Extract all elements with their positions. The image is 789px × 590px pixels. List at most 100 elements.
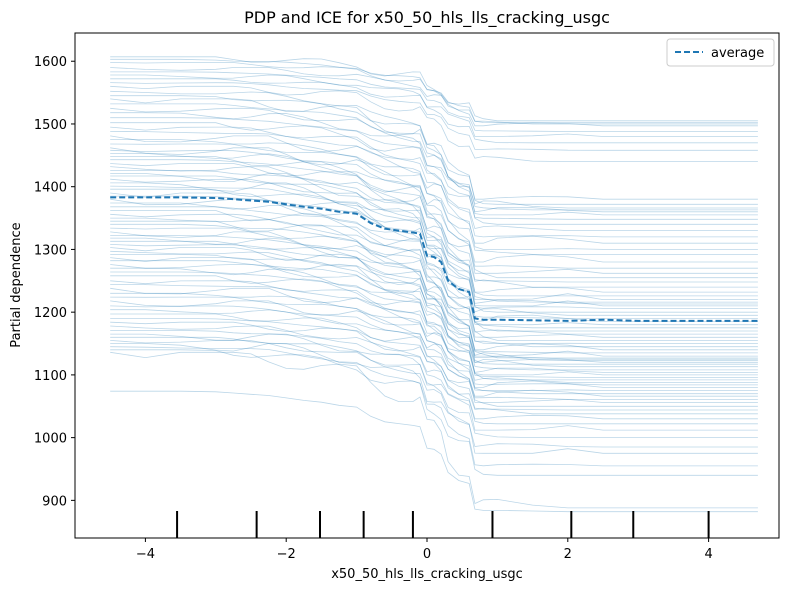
- ice-line: [110, 296, 758, 395]
- ice-line: [110, 325, 758, 420]
- ice-line: [110, 178, 758, 305]
- ice-line: [110, 103, 758, 211]
- ice-line: [110, 343, 758, 454]
- ice-line: [110, 62, 758, 125]
- y-tick-label: 1400: [34, 181, 67, 196]
- y-tick-label: 900: [42, 494, 67, 509]
- ice-line: [110, 107, 758, 213]
- ice-line: [110, 90, 758, 200]
- ice-line: [110, 247, 758, 361]
- x-axis: −4 −2 0 2 4: [136, 538, 713, 562]
- ice-line: [110, 131, 758, 238]
- ice-line: [110, 237, 758, 357]
- ice-line: [110, 58, 758, 124]
- y-axis-label: Partial dependence: [9, 222, 24, 347]
- ice-line: [110, 309, 758, 403]
- x-tick-label: 2: [564, 547, 572, 562]
- ice-line: [110, 250, 758, 363]
- y-tick-label: 1600: [34, 55, 67, 70]
- ice-line: [110, 163, 758, 288]
- ice-line: [110, 188, 758, 313]
- ice-line: [110, 240, 758, 359]
- y-tick-label: 1000: [34, 432, 67, 447]
- ice-line: [110, 253, 758, 365]
- ice-line: [110, 336, 758, 439]
- ice-line: [110, 206, 758, 329]
- ice-line: [110, 231, 758, 351]
- legend-box: [666, 38, 775, 67]
- ice-line: [110, 292, 758, 392]
- ice-line: [110, 156, 758, 279]
- ice-line: [110, 244, 758, 360]
- ice-line: [110, 313, 758, 407]
- ice-line: [110, 173, 758, 301]
- ice-line: [110, 260, 758, 371]
- ice-line: [110, 202, 758, 326]
- ice-line: [110, 305, 758, 400]
- ice-line: [110, 175, 758, 303]
- ice-line: [110, 159, 758, 283]
- ice-line: [110, 213, 758, 335]
- ice-line: [110, 267, 758, 376]
- ice-line: [110, 182, 758, 307]
- ice-line: [110, 98, 758, 209]
- ice-line: [110, 300, 758, 397]
- ice-line: [110, 71, 758, 132]
- ice-line: [110, 390, 758, 513]
- ice-line: [110, 333, 758, 431]
- legend: average: [666, 38, 775, 67]
- legend-average-label: average: [711, 46, 764, 61]
- chart-title: PDP and ICE for x50_50_hls_lls_cracking_…: [244, 8, 610, 28]
- ice-line: [110, 227, 758, 348]
- ice-line: [110, 117, 758, 220]
- x-axis-label: x50_50_hls_lls_cracking_usgc: [331, 567, 523, 582]
- ice-line: [110, 346, 758, 467]
- ice-line: [110, 284, 758, 386]
- y-tick-label: 1300: [34, 243, 67, 258]
- ice-line: [110, 67, 758, 127]
- ice-line: [110, 166, 758, 293]
- ice-line: [110, 56, 758, 122]
- ice-line: [110, 74, 758, 137]
- x-tick-label: −4: [136, 547, 155, 562]
- ice-line: [110, 185, 758, 309]
- ice-line: [110, 135, 758, 244]
- average-series: [110, 196, 758, 322]
- y-tick-label: 1200: [34, 306, 67, 321]
- ice-line: [110, 264, 758, 373]
- ice-line: [110, 126, 758, 232]
- ice-line: [110, 257, 758, 368]
- ice-line: [110, 217, 758, 338]
- ice-line: [110, 210, 758, 332]
- ice-line: [110, 82, 758, 151]
- ice-line: [110, 112, 758, 216]
- ice-line: [110, 139, 758, 250]
- ice-line: [110, 220, 758, 341]
- ice-line: [110, 143, 758, 255]
- ice-line: [110, 287, 758, 388]
- y-tick-label: 1100: [34, 369, 67, 384]
- ice-line: [110, 275, 758, 381]
- ice-line: [110, 351, 758, 509]
- ice-line: [110, 339, 758, 448]
- ice-line: [110, 223, 758, 344]
- ice-line: [110, 192, 758, 316]
- ice-line: [110, 317, 758, 411]
- ice-lines: [110, 56, 758, 513]
- ice-line: [110, 149, 758, 269]
- x-tick-label: 4: [704, 547, 712, 562]
- ice-line: [110, 321, 758, 415]
- ice-line: [110, 152, 758, 274]
- y-tick-label: 1500: [34, 118, 67, 133]
- x-tick-label: 0: [423, 547, 431, 562]
- x-tick-label: −2: [277, 547, 296, 562]
- ice-line: [110, 147, 758, 263]
- ice-line: [110, 122, 758, 225]
- ice-line: [110, 280, 758, 383]
- ice-line: [110, 349, 758, 476]
- ice-line: [110, 271, 758, 378]
- rug-marks: [176, 511, 710, 538]
- ice-line: [110, 85, 758, 163]
